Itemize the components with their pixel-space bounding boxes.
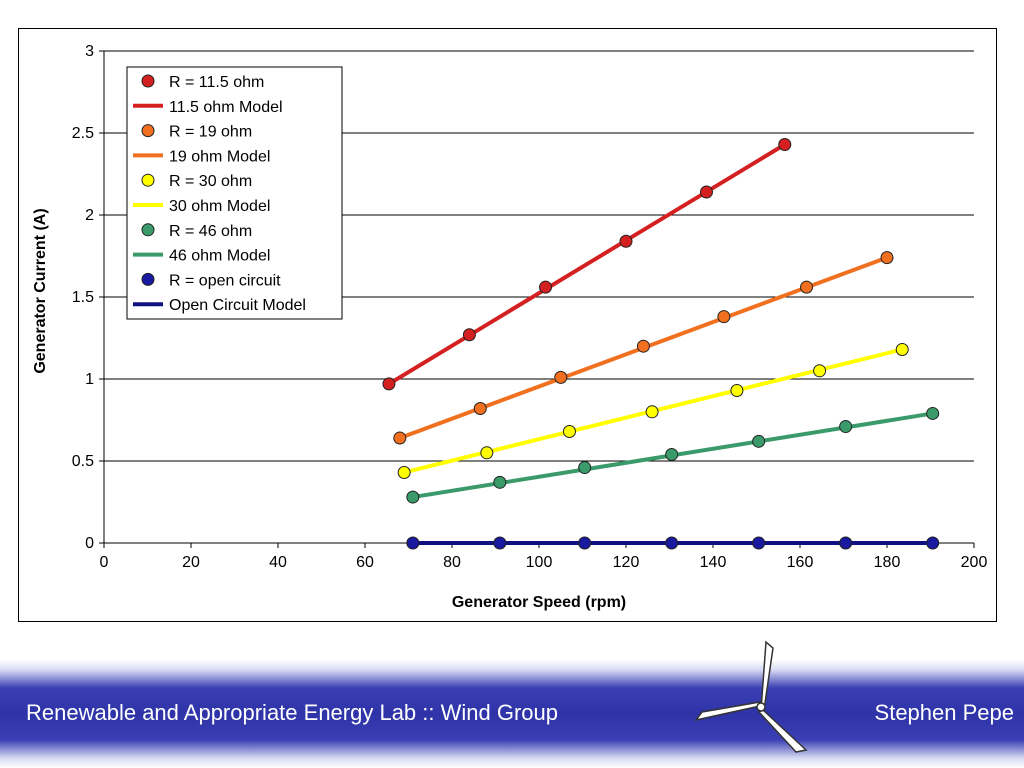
x-tick-label: 140 (700, 554, 727, 571)
data-markers (382, 137, 940, 550)
legend-label: 30 ohm Model (169, 198, 270, 215)
legend-label: 46 ohm Model (169, 248, 270, 265)
data-point (636, 339, 650, 353)
x-tick-label: 100 (526, 554, 553, 571)
x-tick-label: 40 (269, 554, 287, 571)
data-point (578, 461, 592, 475)
footer-band (0, 660, 1024, 768)
y-tick-label: 0.5 (72, 453, 94, 470)
data-point (393, 431, 407, 445)
data-point (539, 280, 553, 294)
chart-frame: 0 0.5 1 1.5 2 2.5 3 0 20 40 60 80 100 120 140 160 180 200… (18, 28, 997, 622)
data-point (665, 447, 679, 461)
data-point (493, 475, 507, 489)
y-tick-label: 2.5 (72, 125, 94, 142)
data-point (813, 364, 827, 378)
data-point (382, 377, 396, 391)
legend-label: R = open circuit (169, 272, 281, 289)
x-tick-label: 60 (356, 554, 374, 571)
model-line (387, 142, 786, 386)
data-point (895, 342, 909, 356)
legend: R = 11.5 ohm 11.5 ohm Model R = 19 ohm 19 o… (126, 66, 343, 320)
legend-box (126, 66, 343, 320)
data-point (926, 536, 940, 550)
data-point (752, 434, 766, 448)
wind-turbine-icon (694, 640, 808, 753)
data-point (619, 234, 633, 248)
data-point (578, 536, 592, 550)
y-tick-label: 3 (85, 43, 94, 60)
data-point (752, 536, 766, 550)
data-point (462, 328, 476, 342)
y-axis-title: Generator Current (A) (32, 208, 49, 373)
data-point (406, 536, 420, 550)
data-point (493, 536, 507, 550)
data-point (699, 185, 713, 199)
footer-author: Stephen Pepe (874, 700, 1014, 725)
data-point (880, 251, 894, 265)
legend-label: R = 30 ohm (169, 173, 252, 190)
legend-label: Open Circuit Model (169, 297, 306, 314)
x-axis-title: Generator Speed (rpm) (452, 594, 626, 611)
data-point (665, 536, 679, 550)
data-point (730, 383, 744, 397)
data-point (406, 490, 420, 504)
legend-marker (141, 124, 155, 138)
legend-label: R = 19 ohm (169, 124, 252, 141)
legend-label: R = 46 ohm (169, 223, 252, 240)
x-tick-label: 160 (787, 554, 814, 571)
x-tick-label: 0 (100, 554, 109, 571)
data-point (397, 465, 411, 479)
data-point (717, 310, 731, 324)
y-tick-label: 0 (85, 535, 94, 552)
legend-marker (141, 223, 155, 237)
x-tick-label: 20 (182, 554, 200, 571)
y-tick-label: 1 (85, 371, 94, 388)
data-point (839, 536, 853, 550)
x-tick-label: 120 (613, 554, 640, 571)
footer-lab-name: Renewable and Appropriate Energy Lab :: … (26, 700, 558, 725)
legend-label: 11.5 ohm Model (169, 99, 283, 116)
data-point (554, 370, 568, 384)
x-tick-label: 200 (961, 554, 988, 571)
chart-plot: 0 0.5 1 1.5 2 2.5 3 0 20 40 60 80 100 120 140 160 180 200… (32, 43, 988, 611)
data-point (926, 406, 940, 420)
data-point (562, 424, 576, 438)
x-tick-label: 180 (874, 554, 901, 571)
data-point (480, 446, 494, 460)
data-point (778, 137, 792, 151)
data-point (800, 280, 814, 294)
data-point (473, 402, 487, 416)
legend-marker (141, 173, 155, 187)
data-point (839, 420, 853, 434)
legend-label: R = 11.5 ohm (169, 74, 264, 91)
y-tick-label: 2 (85, 207, 94, 224)
data-point (645, 405, 659, 419)
y-tick-label: 1.5 (72, 289, 94, 306)
tick-labels: 0 0.5 1 1.5 2 2.5 3 0 20 40 60 80 100 120 140 160 180 200 (72, 43, 988, 571)
x-tick-label: 80 (443, 554, 461, 571)
legend-marker (141, 74, 155, 88)
legend-label: 19 ohm Model (169, 148, 270, 165)
legend-marker (141, 272, 155, 286)
